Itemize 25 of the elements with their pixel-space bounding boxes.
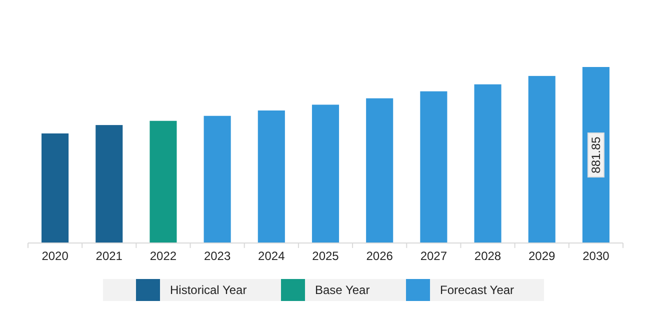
x-tick-label: 2022: [150, 249, 177, 263]
x-tick-label: 2030: [582, 249, 610, 263]
x-tick-label: 2029: [528, 249, 556, 263]
x-tick-label: 2021: [96, 249, 123, 263]
x-tick-label: 2023: [204, 249, 231, 263]
bar: [42, 133, 69, 243]
bar: [420, 91, 448, 243]
legend-label: Forecast Year: [440, 283, 514, 298]
x-tick-label: 2026: [366, 249, 394, 263]
bar: [204, 116, 231, 243]
x-tick-label: 2020: [42, 249, 69, 263]
x-tick-label: 2028: [474, 249, 502, 263]
legend-label: Historical Year: [170, 283, 247, 298]
bar: [312, 104, 340, 243]
x-tick-label: 2027: [420, 249, 448, 263]
data-label: 881.85: [589, 136, 604, 174]
bar: [258, 110, 285, 243]
bar: [528, 76, 556, 243]
bar: [96, 125, 123, 243]
x-tick-label: 2024: [258, 249, 286, 263]
bar: [474, 84, 502, 243]
legend-label: Base Year: [315, 283, 370, 298]
bar: [150, 120, 177, 243]
bar: [366, 98, 394, 243]
x-tick-label: 2025: [312, 249, 340, 263]
